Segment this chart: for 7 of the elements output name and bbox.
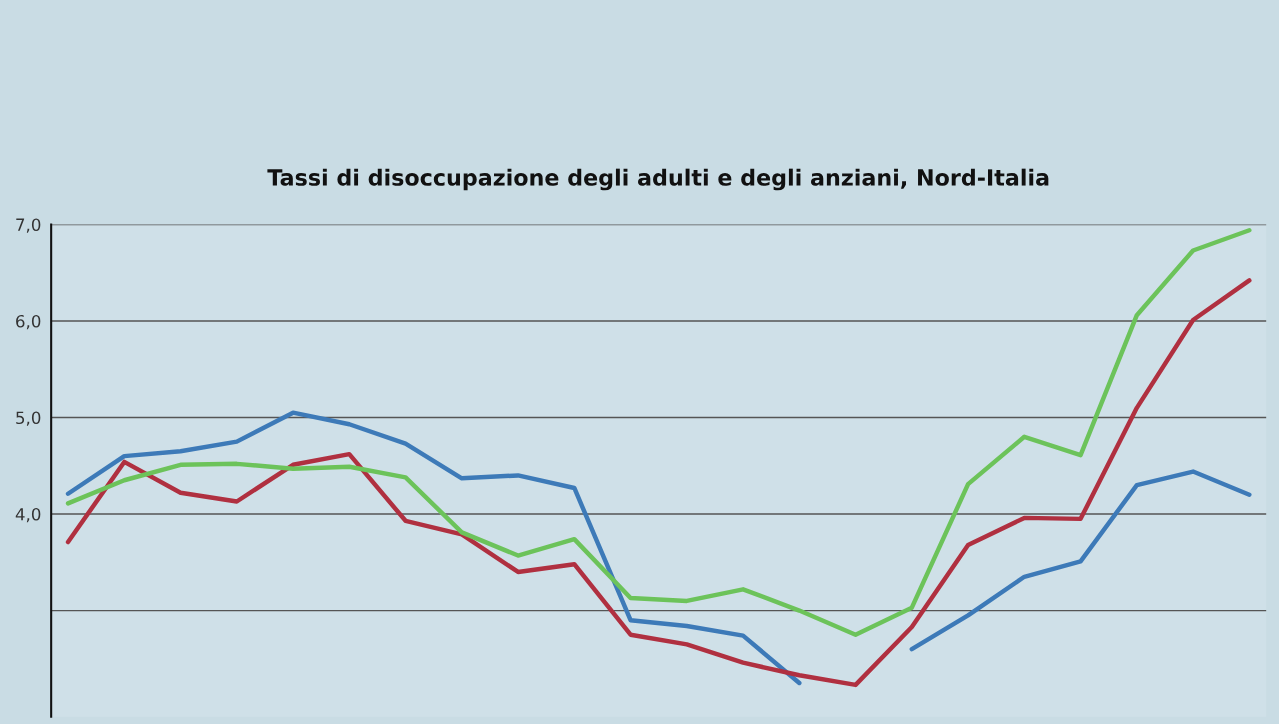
y-tick-label: 4,0 xyxy=(15,508,41,523)
line-series xyxy=(65,278,1252,688)
y-tick-label: 6,0 xyxy=(16,314,41,330)
y-tick-label: 7,0 xyxy=(16,218,41,233)
y-tick-label: 5,0 xyxy=(16,411,41,426)
line-series xyxy=(65,228,1252,637)
chart-title: Tassi di disoccupazione degli adulti e degli anziani, Nord-Italia xyxy=(267,168,1049,191)
